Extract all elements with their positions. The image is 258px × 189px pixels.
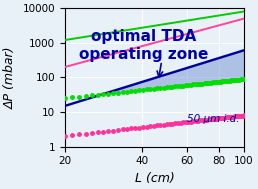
- X-axis label: L (cm): L (cm): [135, 172, 174, 185]
- Text: 50 μm i.d.: 50 μm i.d.: [187, 114, 240, 124]
- Text: optimal TDA
operating zone: optimal TDA operating zone: [79, 29, 208, 62]
- Y-axis label: ΔP (mbar): ΔP (mbar): [4, 46, 17, 109]
